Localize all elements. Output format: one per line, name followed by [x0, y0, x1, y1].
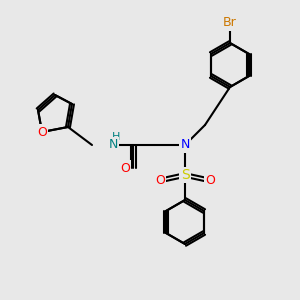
Text: N: N [180, 139, 190, 152]
Text: O: O [155, 173, 165, 187]
Text: Br: Br [223, 16, 237, 29]
Text: O: O [37, 125, 47, 139]
Text: O: O [205, 173, 215, 187]
Text: S: S [181, 168, 189, 182]
Text: H: H [112, 132, 120, 142]
Text: N: N [108, 139, 118, 152]
Text: O: O [120, 161, 130, 175]
